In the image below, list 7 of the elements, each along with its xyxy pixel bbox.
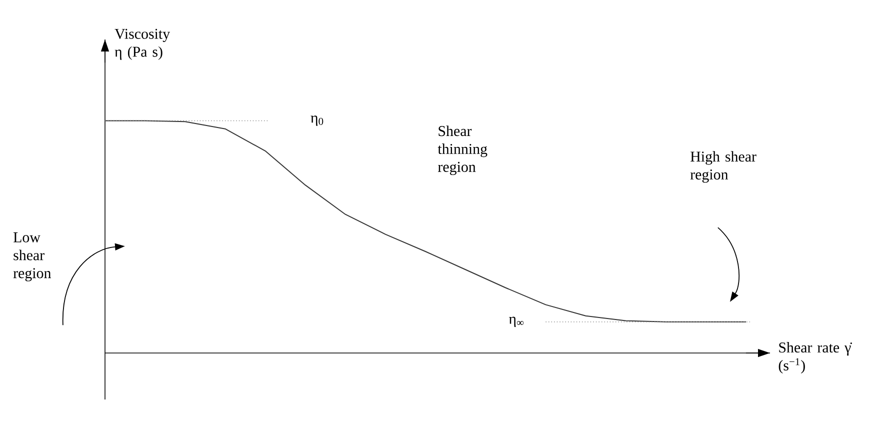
x-axis-title: Shear rate γ̇ (s$^{−1}$)	[778, 342, 852, 374]
text: Low shear region	[13, 232, 52, 282]
annotation: Shear thinning region	[438, 126, 488, 176]
y-axis-title: Viscosity η (Pa s)	[114, 28, 170, 60]
ref-line-label: η$_{∞}$	[508, 316, 524, 327]
ref-line-label: η$_{0}$	[310, 116, 324, 126]
annotation: High shear region	[690, 151, 756, 183]
